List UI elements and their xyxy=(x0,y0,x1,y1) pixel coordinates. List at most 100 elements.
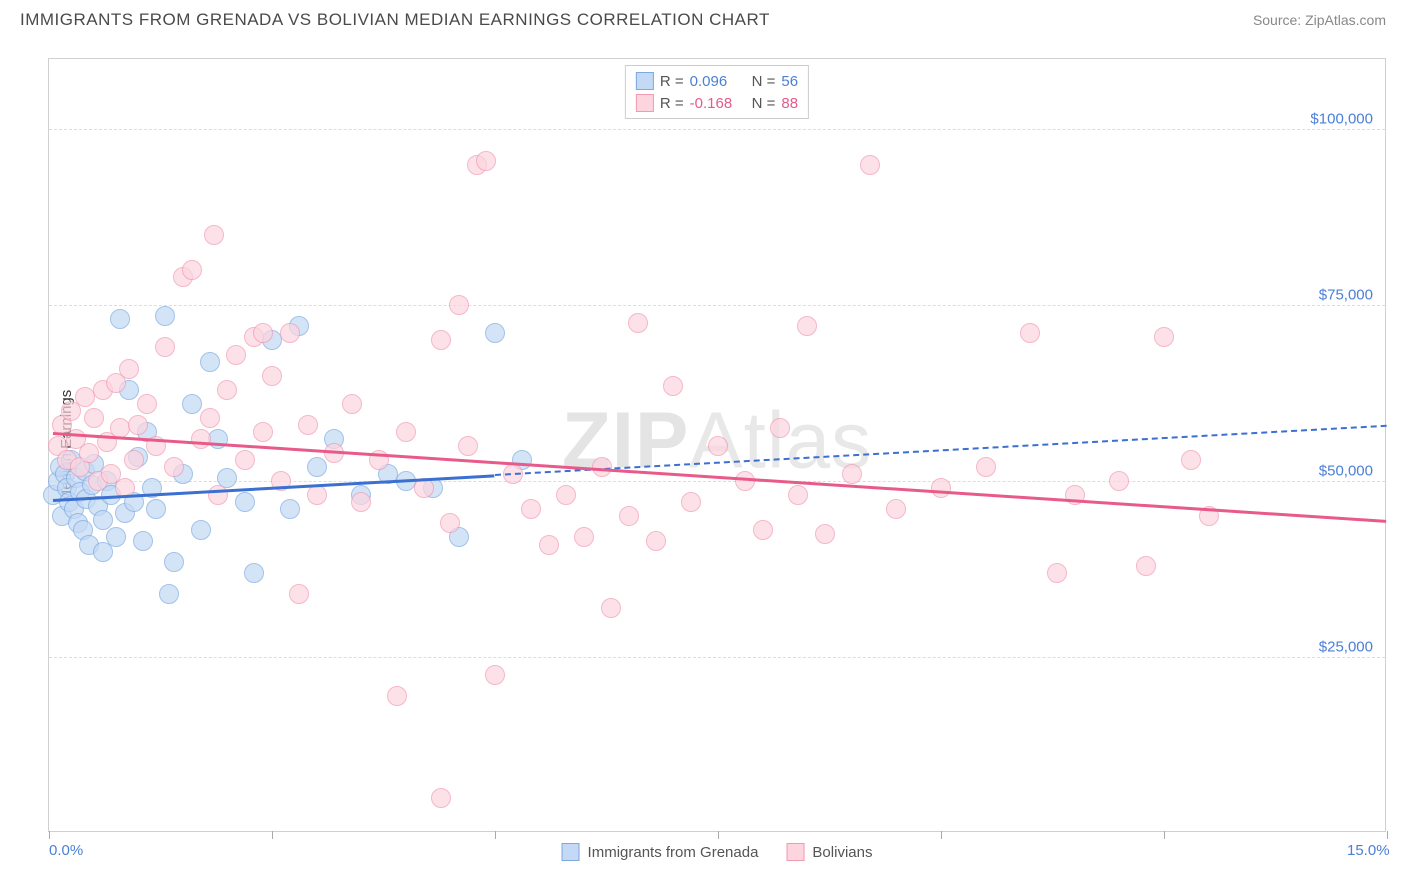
data-point xyxy=(396,422,416,442)
data-point xyxy=(458,436,478,456)
data-point xyxy=(1181,450,1201,470)
data-point xyxy=(110,309,130,329)
data-point xyxy=(485,323,505,343)
x-tick xyxy=(941,831,942,839)
data-point xyxy=(93,510,113,530)
r-label: R = xyxy=(660,73,684,90)
data-point xyxy=(663,376,683,396)
x-tick xyxy=(1387,831,1388,839)
source-attribution: Source: ZipAtlas.com xyxy=(1253,12,1386,28)
x-axis-label: 0.0% xyxy=(49,842,83,859)
legend-swatch xyxy=(562,843,580,861)
data-point xyxy=(280,499,300,519)
data-point xyxy=(124,450,144,470)
r-value: -0.168 xyxy=(690,95,746,112)
x-tick xyxy=(272,831,273,839)
data-point xyxy=(342,394,362,414)
stats-row: R = -0.168 N = 88 xyxy=(636,92,798,114)
y-tick-label: $100,000 xyxy=(1310,111,1373,128)
data-point xyxy=(860,155,880,175)
legend-swatch xyxy=(786,843,804,861)
r-value: 0.096 xyxy=(690,73,746,90)
x-tick xyxy=(495,831,496,839)
data-point xyxy=(476,151,496,171)
correlation-stats-box: R = 0.096 N = 56R = -0.168 N = 88 xyxy=(625,65,809,119)
data-point xyxy=(262,366,282,386)
data-point xyxy=(1047,563,1067,583)
gridline xyxy=(49,481,1385,482)
data-point xyxy=(440,513,460,533)
data-point xyxy=(574,527,594,547)
data-point xyxy=(628,313,648,333)
data-point xyxy=(797,316,817,336)
data-point xyxy=(204,225,224,245)
data-point xyxy=(351,492,371,512)
data-point xyxy=(646,531,666,551)
data-point xyxy=(146,499,166,519)
x-axis-label: 15.0% xyxy=(1347,842,1390,859)
data-point xyxy=(307,485,327,505)
data-point xyxy=(431,788,451,808)
data-point xyxy=(155,306,175,326)
data-point xyxy=(253,422,273,442)
data-point xyxy=(539,535,559,555)
data-point xyxy=(289,584,309,604)
data-point xyxy=(200,352,220,372)
data-point xyxy=(307,457,327,477)
n-label: N = xyxy=(752,95,776,112)
data-point xyxy=(1136,556,1156,576)
data-point xyxy=(556,485,576,505)
data-point xyxy=(235,450,255,470)
data-point xyxy=(235,492,255,512)
n-value: 88 xyxy=(781,95,798,112)
data-point xyxy=(298,415,318,435)
legend-swatch xyxy=(636,94,654,112)
data-point xyxy=(815,524,835,544)
data-point xyxy=(449,295,469,315)
legend-label: Immigrants from Grenada xyxy=(588,844,759,861)
gridline xyxy=(49,657,1385,658)
data-point xyxy=(976,457,996,477)
data-point xyxy=(886,499,906,519)
data-point xyxy=(79,443,99,463)
data-point xyxy=(164,552,184,572)
y-tick-label: $75,000 xyxy=(1319,287,1373,304)
data-point xyxy=(191,520,211,540)
data-point xyxy=(226,345,246,365)
data-point xyxy=(128,415,148,435)
scatter-chart: ZIPAtlas R = 0.096 N = 56R = -0.168 N = … xyxy=(48,58,1386,832)
legend-item: Bolivians xyxy=(786,843,872,861)
data-point xyxy=(708,436,728,456)
x-tick xyxy=(1164,831,1165,839)
data-point xyxy=(1109,471,1129,491)
data-point xyxy=(770,418,790,438)
n-value: 56 xyxy=(781,73,798,90)
data-point xyxy=(217,380,237,400)
x-tick xyxy=(718,831,719,839)
data-point xyxy=(842,464,862,484)
data-point xyxy=(521,499,541,519)
data-point xyxy=(681,492,701,512)
legend-swatch xyxy=(636,72,654,90)
data-point xyxy=(387,686,407,706)
trend-line xyxy=(495,425,1387,476)
n-label: N = xyxy=(752,73,776,90)
data-point xyxy=(208,485,228,505)
y-tick-label: $25,000 xyxy=(1319,639,1373,656)
data-point xyxy=(164,457,184,477)
legend-item: Immigrants from Grenada xyxy=(562,843,759,861)
data-point xyxy=(133,531,153,551)
chart-title: IMMIGRANTS FROM GRENADA VS BOLIVIAN MEDI… xyxy=(20,10,770,30)
data-point xyxy=(200,408,220,428)
data-point xyxy=(485,665,505,685)
data-point xyxy=(119,359,139,379)
data-point xyxy=(182,394,202,414)
data-point xyxy=(931,478,951,498)
y-tick-label: $50,000 xyxy=(1319,463,1373,480)
gridline xyxy=(49,305,1385,306)
data-point xyxy=(619,506,639,526)
data-point xyxy=(753,520,773,540)
stats-row: R = 0.096 N = 56 xyxy=(636,70,798,92)
data-point xyxy=(93,542,113,562)
r-label: R = xyxy=(660,95,684,112)
